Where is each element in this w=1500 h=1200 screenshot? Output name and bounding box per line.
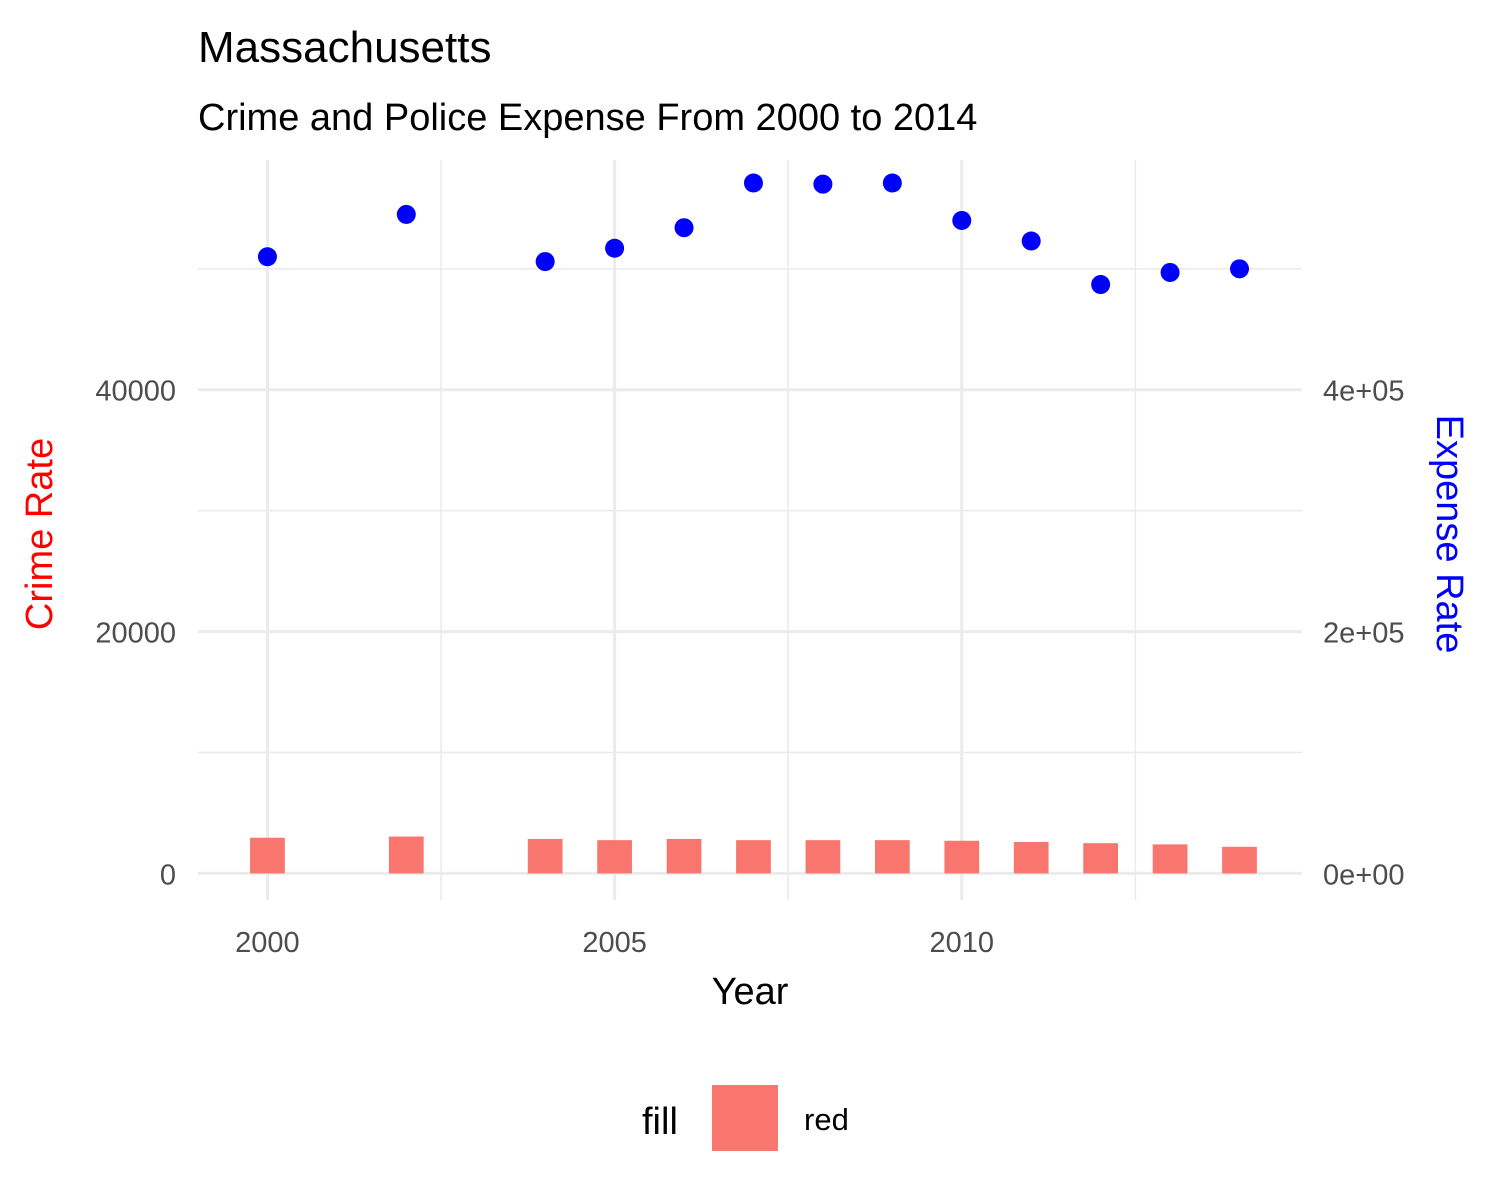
bar xyxy=(666,838,702,874)
point xyxy=(396,204,416,224)
point xyxy=(1230,259,1250,279)
point xyxy=(952,210,972,230)
x-tick-label: 2000 xyxy=(235,927,300,959)
legend-label: red xyxy=(804,1102,849,1137)
grid xyxy=(198,160,1302,900)
legend-key-swatch xyxy=(712,1085,778,1151)
bar xyxy=(388,836,424,874)
tick-labels: 2000 2005 2010 0 20000 40000 0e+00 2e+05 4e+05 xyxy=(95,376,1404,959)
bar xyxy=(805,840,841,874)
y-left-tick-label: 0 xyxy=(160,859,176,891)
chart-subtitle: Crime and Police Expense From 2000 to 20… xyxy=(198,97,977,139)
point xyxy=(882,173,902,193)
bar xyxy=(597,840,632,874)
y-right-tick-label: 4e+05 xyxy=(1323,376,1404,408)
y-left-tick-label: 40000 xyxy=(95,376,176,408)
bar xyxy=(1222,846,1257,874)
point-series xyxy=(257,173,1250,295)
bar xyxy=(1013,841,1049,874)
y-right-tick-label: 0e+00 xyxy=(1323,859,1404,891)
x-axis-title: Year xyxy=(712,971,789,1013)
point xyxy=(605,238,625,258)
legend: fill red xyxy=(642,1085,849,1151)
point xyxy=(1021,231,1041,251)
bar-series xyxy=(250,836,1257,874)
point xyxy=(535,252,555,272)
x-tick-label: 2005 xyxy=(582,927,647,959)
point xyxy=(813,174,833,194)
bar xyxy=(736,840,771,874)
y-right-tick-label: 2e+05 xyxy=(1323,618,1404,650)
point xyxy=(674,218,694,238)
chart-title: Massachusetts xyxy=(198,23,491,72)
bar xyxy=(250,837,285,874)
bar xyxy=(527,838,563,874)
bar xyxy=(1083,843,1118,874)
point xyxy=(257,247,277,267)
point xyxy=(743,173,763,193)
legend-title: fill xyxy=(642,1101,678,1143)
bar xyxy=(944,840,980,874)
y-axis-right-title: Expense Rate xyxy=(1428,415,1470,654)
point xyxy=(1091,275,1111,295)
point xyxy=(1160,262,1180,282)
bar xyxy=(1152,844,1188,874)
x-tick-label: 2010 xyxy=(930,927,995,959)
bar xyxy=(874,840,910,874)
y-axis-left-title: Crime Rate xyxy=(19,438,61,630)
y-left-tick-label: 20000 xyxy=(95,618,176,650)
